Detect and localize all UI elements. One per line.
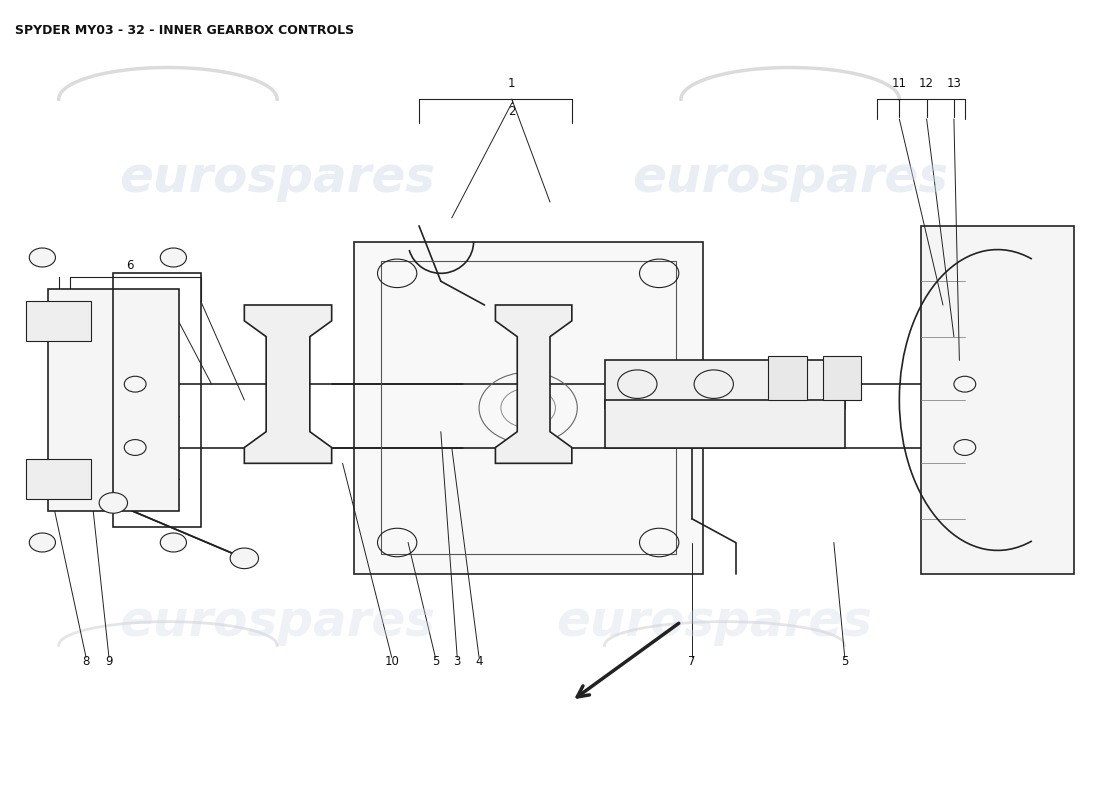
Circle shape [99, 493, 128, 514]
Bar [26, 301, 91, 341]
Text: 2: 2 [508, 105, 516, 118]
Circle shape [161, 248, 187, 267]
Text: eurospares: eurospares [556, 598, 871, 646]
Circle shape [954, 376, 976, 392]
Circle shape [124, 439, 146, 455]
Text: 13: 13 [946, 78, 961, 90]
Text: 8: 8 [82, 655, 90, 668]
Circle shape [954, 439, 976, 455]
Text: 9: 9 [106, 655, 112, 668]
Text: 4: 4 [475, 655, 483, 668]
Circle shape [30, 248, 55, 267]
Text: eurospares: eurospares [119, 154, 436, 202]
Text: 6: 6 [126, 259, 133, 272]
Circle shape [230, 548, 258, 569]
Circle shape [30, 533, 55, 552]
Text: eurospares: eurospares [632, 154, 948, 202]
Polygon shape [244, 305, 332, 463]
Text: 7: 7 [689, 655, 695, 668]
Circle shape [161, 533, 187, 552]
Bar [353, 242, 703, 574]
Text: 5: 5 [431, 655, 439, 668]
Bar [605, 400, 845, 447]
Bar [47, 289, 179, 511]
Circle shape [694, 370, 734, 398]
Text: 3: 3 [453, 655, 461, 668]
Bar [605, 361, 845, 408]
Text: eurospares: eurospares [119, 598, 436, 646]
Circle shape [124, 376, 146, 392]
Bar [823, 357, 861, 400]
Text: 12: 12 [920, 78, 934, 90]
Text: 10: 10 [384, 655, 399, 668]
Text: SPYDER MY03 - 32 - INNER GEARBOX CONTROLS: SPYDER MY03 - 32 - INNER GEARBOX CONTROL… [15, 24, 354, 37]
Bar [26, 459, 91, 499]
Bar [768, 357, 806, 400]
Text: 5: 5 [842, 655, 848, 668]
Polygon shape [495, 305, 572, 463]
Bar [381, 262, 675, 554]
Text: 1: 1 [508, 78, 516, 90]
Bar [921, 226, 1074, 574]
Circle shape [618, 370, 657, 398]
Bar [113, 274, 200, 526]
Text: 11: 11 [892, 78, 906, 90]
